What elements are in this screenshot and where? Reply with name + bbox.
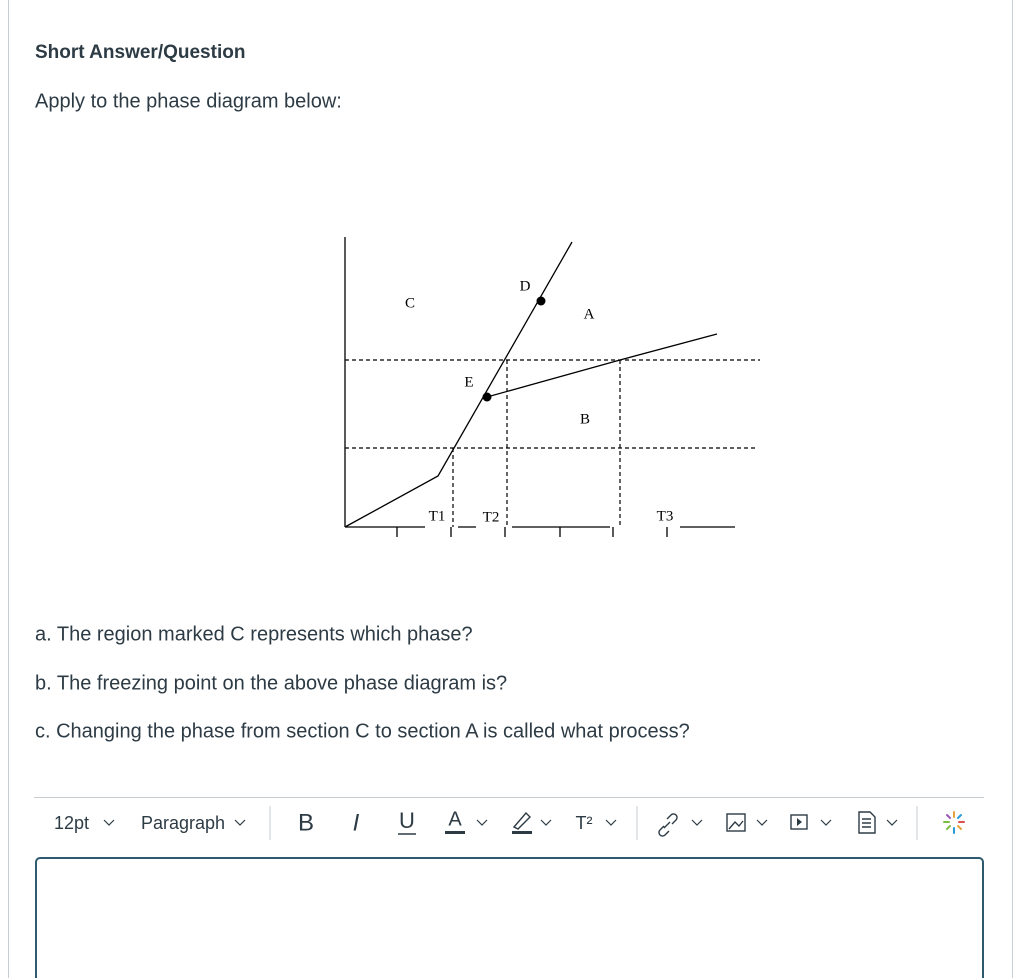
image-icon-detail [728, 820, 744, 830]
diagram-label: D [520, 278, 531, 294]
highlight-icon[interactable] [512, 811, 531, 830]
point [536, 296, 546, 306]
document-icon[interactable] [858, 811, 876, 834]
apps-icon[interactable] [943, 811, 965, 834]
color-bar [445, 831, 465, 834]
media-icon[interactable] [790, 814, 808, 830]
diagram-label: T1 [429, 508, 446, 524]
question-text: a. The region marked C represents which … [35, 623, 473, 645]
diagram-label: A [584, 306, 595, 322]
answer-textbox[interactable] [35, 857, 984, 978]
font-size-select[interactable]: 12pt [54, 813, 89, 833]
chevron [605, 819, 617, 826]
image-icon[interactable] [726, 813, 746, 832]
question-text: c. Changing the phase from section C to … [35, 720, 690, 742]
italic-button[interactable]: I [353, 809, 360, 836]
chevron [820, 819, 832, 826]
question-text: b. The freezing point on the above phase… [35, 672, 507, 694]
underline-button[interactable]: U [399, 808, 415, 833]
block-format-select[interactable]: Paragraph [141, 813, 225, 833]
dashed-lines [345, 359, 760, 527]
question-prompt: Apply to the phase diagram below: [35, 90, 342, 112]
phase-diagram: C D A E B T1 T2 T3 [344, 237, 760, 537]
diagram-label: B [580, 411, 590, 427]
editor-toolbar: 12pt Paragraph B I U A T² [54, 806, 965, 840]
question-title: Short Answer/Question [35, 42, 245, 63]
chevron [756, 819, 768, 826]
x-ticks [396, 527, 668, 537]
link-icon[interactable] [658, 813, 678, 837]
superscript-button[interactable]: T² [576, 813, 593, 833]
chevron [886, 819, 898, 826]
diagram-label: T2 [483, 509, 500, 525]
color-bar [512, 831, 532, 834]
bold-button[interactable]: B [298, 809, 314, 836]
solid-line [344, 241, 573, 528]
point [482, 392, 492, 402]
chevron [691, 819, 703, 826]
diagram-label: C [405, 295, 415, 311]
chevron [103, 819, 115, 826]
chevron [476, 819, 488, 826]
diagram-label: E [464, 374, 473, 390]
media-icon-detail [797, 818, 802, 826]
text-color-button[interactable]: A [448, 808, 462, 830]
diagram-label: T3 [657, 508, 674, 524]
chevron [234, 819, 246, 826]
chevron [540, 819, 552, 826]
solid-line [486, 333, 718, 398]
